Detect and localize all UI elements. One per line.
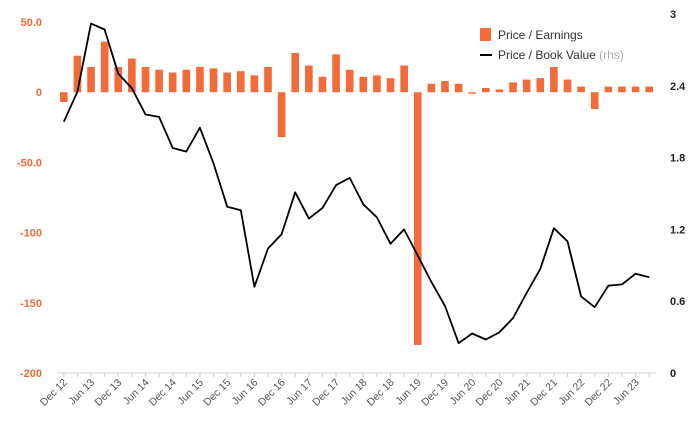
x-tick-label: Jun 13	[66, 377, 97, 408]
pe-bar	[359, 76, 368, 93]
x-tick-label: Dec 20	[474, 377, 506, 409]
x-tick-label: Jun 21	[502, 377, 533, 408]
legend: Price / Earnings Price / Book Value (rhs)	[480, 28, 624, 62]
pe-bar	[209, 68, 218, 93]
pe-bar	[250, 75, 259, 93]
x-tick-label: Jun 19	[393, 377, 424, 408]
legend-label-pe: Price / Earnings	[498, 28, 583, 42]
right-tick-label: 3	[670, 9, 676, 21]
pe-bar	[141, 66, 150, 93]
pe-bar	[73, 55, 82, 93]
pe-bar	[631, 86, 640, 93]
x-tick-label: Jun 15	[175, 377, 206, 408]
pb-line-series	[62, 22, 650, 345]
right-tick-label: 0.6	[670, 296, 685, 308]
pe-bar	[100, 41, 109, 93]
pe-bar	[536, 78, 545, 93]
pb-line	[62, 22, 650, 345]
left-tick-label: -150	[20, 298, 42, 310]
pe-bar	[441, 81, 449, 93]
pe-bar	[332, 54, 340, 93]
x-tick-label: Jun 14	[121, 377, 152, 408]
x-tick-label: Dec 19	[419, 377, 451, 409]
x-tick-label: Jun 17	[284, 377, 315, 408]
right-axis: 0 0.6 1.2 1.8 2.4 3	[670, 9, 686, 380]
pe-bar	[454, 83, 463, 93]
pe-bar	[550, 66, 558, 93]
x-tick-label: Dec 14	[147, 377, 179, 409]
pe-bar	[468, 92, 477, 94]
pe-bar	[427, 83, 436, 93]
pe-bar	[645, 86, 654, 93]
left-tick-label: -50.0	[17, 157, 42, 169]
pe-bar	[577, 86, 585, 93]
pe-bar	[291, 52, 300, 93]
pe-bar	[59, 92, 68, 103]
pe-bar	[495, 89, 504, 93]
right-tick-label: 0	[670, 368, 676, 380]
left-tick-label: 0	[36, 87, 42, 99]
pe-bar	[223, 72, 231, 93]
pe-bar	[482, 88, 490, 93]
pe-bar	[563, 79, 572, 93]
pe-bar	[345, 69, 354, 93]
right-tick-label: 1.2	[670, 224, 685, 236]
pe-bar	[168, 72, 177, 93]
left-tick-label: -100	[20, 228, 42, 240]
pe-bar	[182, 69, 191, 93]
pe-bar	[386, 78, 395, 93]
left-axis: -200 -150 -100 -50.0 0 50.0	[17, 17, 42, 380]
pe-bar	[373, 75, 381, 93]
x-tick-label: Jun 16	[230, 377, 261, 408]
pe-bar	[114, 66, 123, 93]
pe-bar-series	[59, 41, 654, 345]
x-tick-label: Jun 20	[448, 377, 479, 408]
pe-bar	[509, 82, 517, 93]
pe-bar	[196, 66, 204, 93]
x-tick-label: Dec 16	[256, 377, 288, 409]
legend-rhs-suffix: (rhs)	[599, 48, 624, 62]
pe-bar	[400, 65, 408, 93]
pe-bar	[318, 76, 327, 93]
legend-label-pb: Price / Book Value (rhs)	[498, 48, 624, 62]
x-tick-label: Dec 22	[582, 377, 614, 409]
x-tick-label: Dec 13	[92, 377, 124, 409]
pe-bar	[264, 66, 272, 93]
x-tick-label: Dec 18	[365, 377, 397, 409]
pe-bar	[87, 66, 95, 93]
pe-bar	[128, 58, 136, 93]
pe-bar	[604, 86, 613, 93]
x-tick-label: Jun 18	[339, 377, 370, 408]
pe-bar	[522, 79, 531, 93]
left-tick-label: 50.0	[21, 17, 42, 29]
x-tick-label: Dec 15	[201, 377, 233, 409]
x-tick-label: Jun 22	[556, 377, 587, 408]
pe-bar	[413, 92, 422, 345]
x-tick-label: Dec 12	[38, 377, 70, 409]
x-tick-label: Jun 23	[611, 377, 642, 408]
pe-bar	[155, 69, 163, 93]
pe-bar	[618, 86, 626, 93]
pe-bar	[590, 92, 599, 110]
x-tick-label: Dec 17	[310, 377, 342, 409]
pe-bar	[277, 92, 286, 138]
pe-bar	[305, 65, 313, 93]
right-tick-label: 1.8	[670, 153, 685, 165]
left-tick-label: -200	[20, 368, 42, 380]
legend-swatch-pe	[480, 28, 491, 41]
x-tick-label: Dec 21	[528, 377, 560, 409]
right-tick-label: 2.4	[670, 81, 686, 93]
pe-bar	[236, 71, 245, 93]
